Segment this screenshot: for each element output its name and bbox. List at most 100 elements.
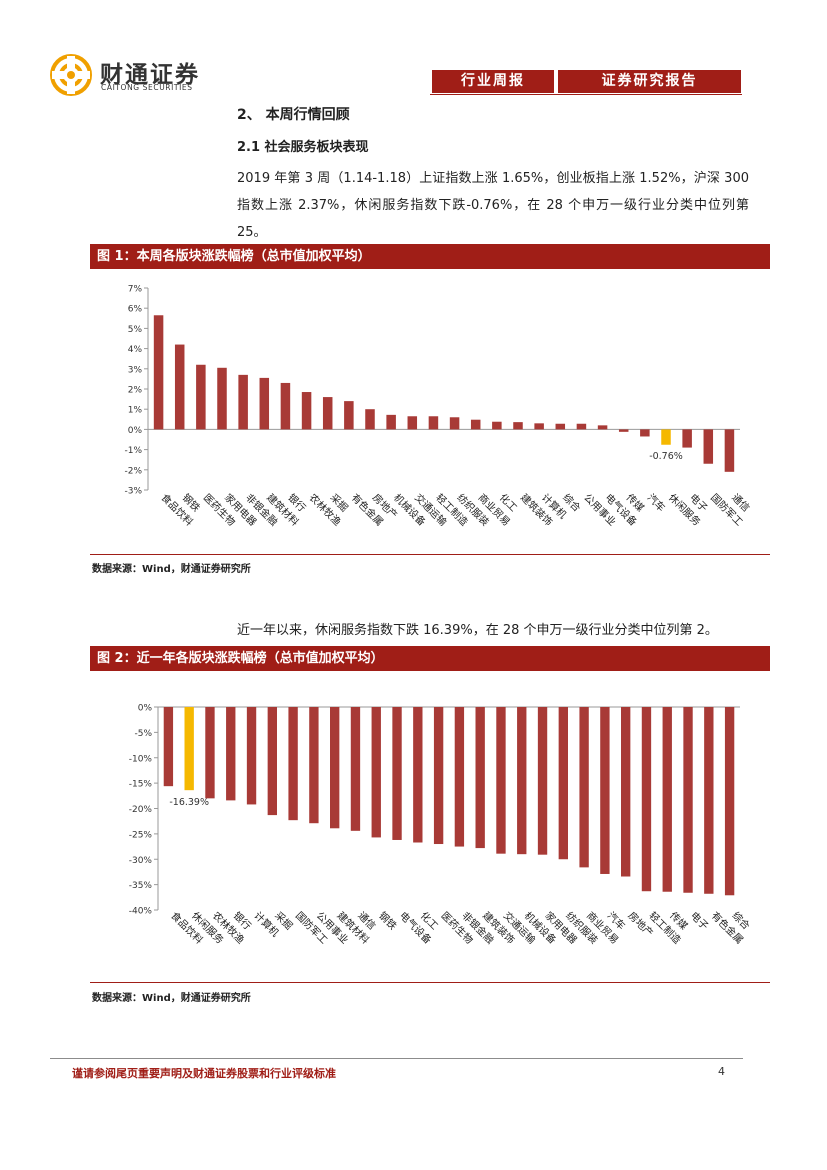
header-divider bbox=[430, 94, 742, 95]
fig2-y-tick-label: -10% bbox=[129, 754, 153, 764]
fig1-y-tick-label: -2% bbox=[124, 466, 142, 476]
fig2-bar bbox=[579, 707, 589, 868]
fig2-bar bbox=[246, 707, 257, 805]
fig1-bar bbox=[555, 423, 566, 430]
figure2-chart: 0%-5%-10%-15%-20%-25%-30%-35%-40% 食品饮料休闲服… bbox=[129, 704, 753, 947]
caitong-logo-icon bbox=[50, 54, 92, 96]
fig1-bar bbox=[407, 416, 418, 430]
fig1-bar bbox=[597, 425, 608, 430]
fig1-bar bbox=[386, 414, 396, 430]
fig1-category-label: 汽车 bbox=[645, 491, 668, 514]
fig1-y-tick-label: 0% bbox=[128, 426, 143, 436]
fig1-highlight-data-label: -0.76% bbox=[649, 451, 683, 462]
fig1-y-tick-label: 7% bbox=[128, 285, 143, 295]
fig1-bar bbox=[492, 421, 502, 430]
figure2-source: 数据来源：Wind，财通证券研究所 bbox=[92, 993, 251, 1004]
fig2-bar bbox=[641, 707, 652, 892]
fig1-bar bbox=[576, 423, 587, 430]
fig2-y-tick-label: 0% bbox=[138, 704, 153, 714]
yearly-summary-paragraph: 近一年以来，休闲服务指数下跌 16.39%，在 28 个申万一级行业分类中位列第… bbox=[237, 623, 718, 638]
fig2-bar bbox=[371, 707, 381, 838]
figure2-divider bbox=[90, 982, 770, 983]
fig2-bar bbox=[350, 707, 361, 831]
fig1-y-tick-label: 5% bbox=[128, 325, 143, 335]
fig1-bar bbox=[174, 344, 185, 430]
fig1-bar bbox=[640, 429, 650, 437]
fig1-bar bbox=[280, 382, 291, 430]
figure2-title: 图 2：近一年各版块涨跌幅榜（总市值加权平均） bbox=[90, 646, 770, 671]
fig1-y-tick-label: 6% bbox=[128, 305, 143, 315]
page-number: 4 bbox=[718, 1065, 725, 1078]
fig2-bar bbox=[330, 707, 340, 829]
fig2-bar bbox=[724, 707, 735, 896]
fig1-bar bbox=[322, 397, 333, 430]
fig2-bar bbox=[433, 707, 444, 845]
weekly-summary-paragraph: 2019 年第 3 周（1.14-1.18）上证指数上涨 1.65%，创业板指上… bbox=[237, 171, 749, 240]
fig1-y-tick-label: 1% bbox=[128, 406, 143, 416]
fig1-bar bbox=[682, 429, 692, 448]
fig2-bar bbox=[537, 707, 548, 855]
fig2-bar bbox=[392, 707, 402, 840]
fig1-bar bbox=[365, 409, 375, 430]
fig2-bar bbox=[309, 707, 319, 824]
fig1-bar bbox=[449, 417, 460, 430]
company-logo: 财通证券 CAITONG SECURITIES bbox=[50, 54, 220, 102]
fig1-bar bbox=[703, 429, 714, 464]
fig2-category-label: 电子 bbox=[688, 909, 711, 932]
fig2-bar bbox=[184, 707, 194, 791]
fig1-bar bbox=[534, 423, 544, 430]
logo-subtitle: CAITONG SECURITIES bbox=[101, 83, 193, 92]
fig2-bar bbox=[558, 707, 568, 860]
fig2-bar bbox=[267, 707, 277, 816]
section-title: 2、 本周行情回顾 bbox=[237, 107, 350, 123]
fig2-bar bbox=[496, 707, 506, 854]
fig2-bar bbox=[621, 707, 631, 877]
fig2-y-tick-label: -20% bbox=[129, 805, 153, 815]
report-category-tab: 证券研究报告 bbox=[558, 70, 741, 93]
fig2-y-tick-label: -15% bbox=[129, 780, 153, 790]
figure1-source: 数据来源：Wind，财通证券研究所 bbox=[92, 564, 251, 575]
figure1-divider bbox=[90, 554, 770, 555]
fig1-bar bbox=[344, 401, 354, 430]
fig2-category-label: 钢铁 bbox=[376, 909, 399, 932]
fig2-y-tick-label: -5% bbox=[134, 729, 152, 739]
fig1-bar bbox=[238, 374, 248, 430]
fig1-bar bbox=[153, 315, 164, 430]
fig1-bar bbox=[301, 392, 312, 430]
fig1-y-tick-label: 4% bbox=[128, 345, 143, 355]
fig2-bar bbox=[226, 707, 236, 801]
fig1-y-tick-label: 2% bbox=[128, 386, 143, 396]
fig2-bar bbox=[704, 707, 714, 894]
fig1-bar bbox=[259, 377, 270, 430]
fig1-bar bbox=[428, 416, 439, 430]
fig1-y-tick-label: -3% bbox=[124, 487, 142, 497]
fig1-bar bbox=[217, 367, 227, 430]
fig2-bar bbox=[413, 707, 423, 843]
fig2-y-tick-label: -40% bbox=[129, 907, 153, 917]
fig2-bar bbox=[454, 707, 465, 847]
fig2-y-tick-label: -25% bbox=[129, 830, 153, 840]
fig2-bar bbox=[205, 707, 215, 799]
fig2-bar bbox=[517, 707, 527, 855]
logo-name: 财通证券 bbox=[100, 62, 200, 88]
fig1-bar bbox=[196, 364, 206, 430]
report-type-tab: 行业周报 bbox=[432, 70, 554, 93]
fig2-bar bbox=[683, 707, 693, 893]
fig2-bar bbox=[662, 707, 672, 892]
footer-disclaimer: 谨请参阅尾页重要声明及财通证券股票和行业评级标准 bbox=[72, 1067, 336, 1080]
fig1-bar bbox=[513, 422, 523, 430]
fig1-bar bbox=[661, 429, 671, 445]
fig2-bar bbox=[163, 707, 174, 787]
fig2-bar bbox=[288, 707, 298, 821]
fig1-bar bbox=[470, 419, 481, 430]
fig1-bar bbox=[618, 429, 629, 432]
subsection-title: 2.1 社会服务板块表现 bbox=[237, 140, 369, 155]
fig1-y-tick-label: -1% bbox=[124, 446, 142, 456]
fig1-bar bbox=[724, 429, 735, 472]
fig2-y-tick-label: -35% bbox=[129, 881, 153, 891]
footer-divider bbox=[50, 1058, 743, 1059]
fig1-y-tick-label: 3% bbox=[128, 365, 143, 375]
fig2-bar bbox=[600, 707, 610, 874]
fig2-y-tick-label: -30% bbox=[129, 856, 153, 866]
